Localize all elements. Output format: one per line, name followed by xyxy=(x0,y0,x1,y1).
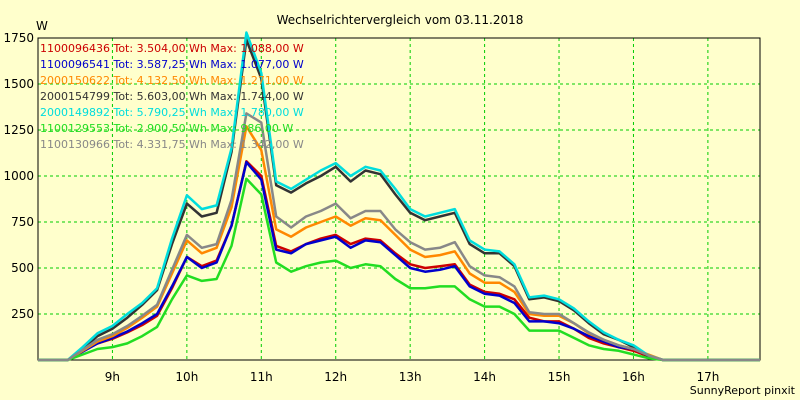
series-lines xyxy=(38,31,760,362)
x-tick-label: 9h xyxy=(105,370,120,384)
series-line-1 xyxy=(38,160,760,362)
y-tick-label: 1250 xyxy=(3,123,34,137)
y-tick-label: 1000 xyxy=(3,169,34,183)
legend-entry: 2000149892 Tot: 5.790,25 Wh Max: 1.780,0… xyxy=(40,106,304,119)
y-tick-label: 1750 xyxy=(3,31,34,45)
legend-entry: 1100129553 Tot: 2.900,50 Wh Max: 986,00 … xyxy=(40,122,293,135)
series-line-3 xyxy=(38,125,760,362)
legend-entry: 1100096541 Tot: 3.587,25 Wh Max: 1.077,0… xyxy=(40,58,304,71)
legend: 1100096436 Tot: 3.504,00 Wh Max: 1.088,0… xyxy=(40,42,304,151)
x-tick-label: 13h xyxy=(399,370,422,384)
x-tick-label: 14h xyxy=(473,370,496,384)
axes xyxy=(37,37,761,361)
plot-frame xyxy=(37,37,761,361)
legend-entry: 1100096436 Tot: 3.504,00 Wh Max: 1.088,0… xyxy=(40,42,304,55)
y-tick-labels: 250 500 750 1000 1250 1500 1750 xyxy=(3,31,34,321)
x-tick-label: 11h xyxy=(250,370,273,384)
x-tick-labels: 9h 10h 11h 12h 13h 14h 15h 16h 17h xyxy=(105,370,720,384)
x-tick-label: 17h xyxy=(696,370,719,384)
legend-entry: 2000154799 Tot: 5.603,00 Wh Max: 1.744,0… xyxy=(40,90,304,103)
series-line-6 xyxy=(38,177,760,362)
chart-title: Wechselrichtervergleich vom 03.11.2018 xyxy=(277,13,524,27)
y-tick-label: 500 xyxy=(11,261,34,275)
x-tick-label: 15h xyxy=(548,370,571,384)
y-tick-label: 1500 xyxy=(3,77,34,91)
x-tick-label: 10h xyxy=(175,370,198,384)
legend-entry: 2000150622 Tot: 4.132,50 Wh Max: 1.271,0… xyxy=(40,74,304,87)
y-axis-unit: W xyxy=(36,19,48,33)
footer-text: SunnyReport pinxit xyxy=(690,384,796,397)
series-line-7 xyxy=(38,112,760,362)
x-tick-label: 16h xyxy=(622,370,645,384)
y-tick-label: 250 xyxy=(11,307,34,321)
legend-entry: 1100130966 Tot: 4.331,75 Wh Max: 1.342,0… xyxy=(40,138,304,151)
x-tick-label: 12h xyxy=(324,370,347,384)
y-tick-label: 750 xyxy=(11,215,34,229)
